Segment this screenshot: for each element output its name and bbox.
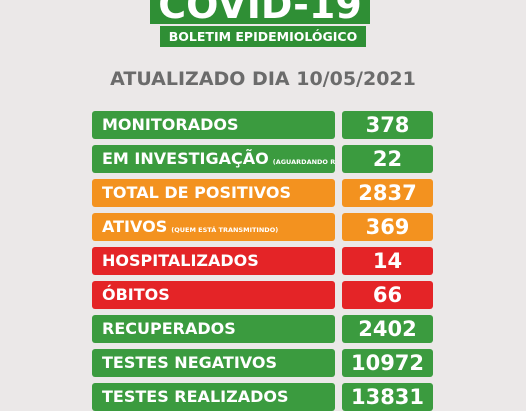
row-value: 14 [342,247,433,275]
row-label-box: MONITORADOS [92,111,335,139]
title-box: COVID-19 [150,0,370,24]
row-label-box: TESTES NEGATIVOS [92,349,335,377]
row-note: (QUEM ESTÁ TRANSMITINDO) [171,226,279,234]
row-label: HOSPITALIZADOS [102,251,259,270]
row-label-box: HOSPITALIZADOS [92,247,335,275]
row-value: 13831 [342,383,433,411]
row-value: 22 [342,145,433,173]
row-value: 378 [342,111,433,139]
row-label: EM INVESTIGAÇÃO [102,149,269,168]
row-label-box: TOTAL DE POSITIVOS [92,179,335,207]
row-label: ATIVOS [102,217,168,236]
row-label: ÓBITOS [102,285,170,304]
row-label-box: EM INVESTIGAÇÃO(AGUARDANDO RESULTADO) [92,145,335,173]
title: COVID-19 [158,0,362,24]
row-value: 2402 [342,315,433,343]
row-label-box: TESTES REALIZADOS [92,383,335,411]
row-label: RECUPERADOS [102,319,236,338]
subtitle: BOLETIM EPIDEMIOLÓGICO [160,26,366,47]
row-label: TESTES REALIZADOS [102,387,289,406]
row-label: TESTES NEGATIVOS [102,353,277,372]
row-label: MONITORADOS [102,115,239,134]
row-label-box: RECUPERADOS [92,315,335,343]
updated: ATUALIZADO DIA 10/05/2021 [110,68,416,90]
row-value: 10972 [342,349,433,377]
row-label-box: ÓBITOS [92,281,335,309]
row-label: TOTAL DE POSITIVOS [102,183,292,202]
row-value: 2837 [342,179,433,207]
row-label-box: ATIVOS (QUEM ESTÁ TRANSMITINDO) [92,213,335,241]
row-value: 66 [342,281,433,309]
row-value: 369 [342,213,433,241]
row-note: (AGUARDANDO RESULTADO) [272,158,335,166]
